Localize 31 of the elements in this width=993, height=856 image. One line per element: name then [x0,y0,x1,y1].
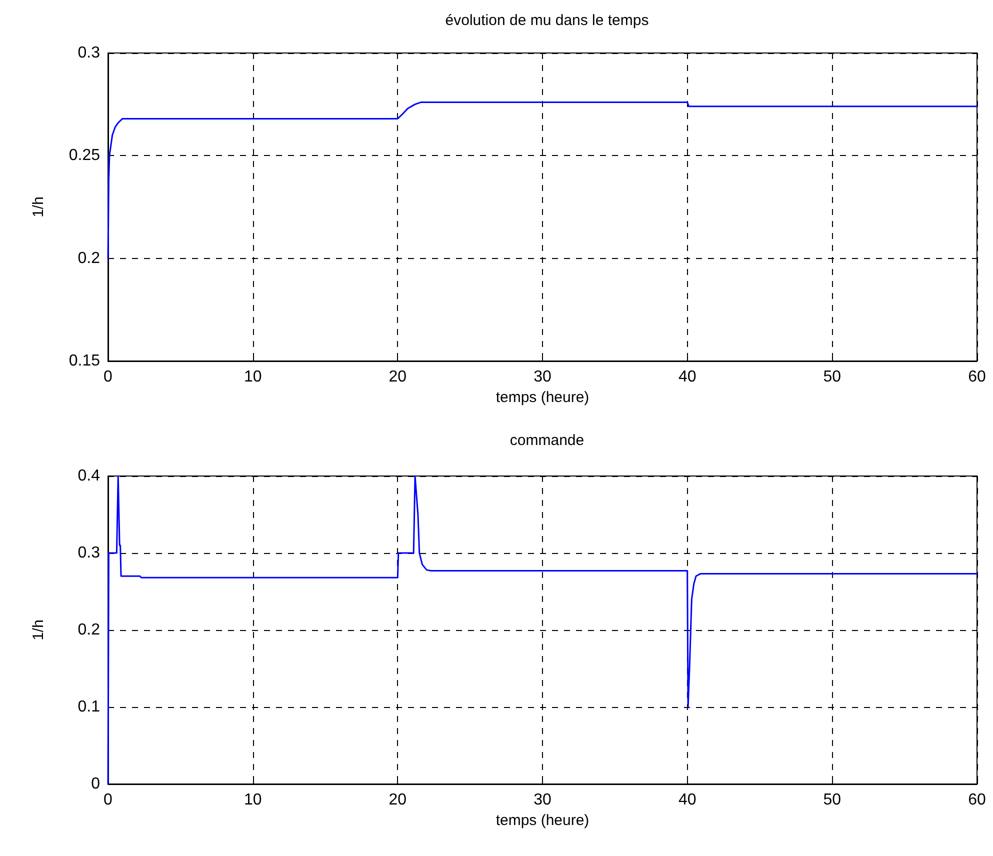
x-tick-label: 50 [823,792,842,808]
x-tick-label: 60 [968,368,986,386]
y-tick-label: 0.3 [78,544,100,562]
y-tick-label: 0.3 [78,44,100,62]
line-series [107,102,978,260]
x-tick-label: 60 [968,792,986,808]
y-tick-label: 0.4 [78,468,100,484]
x-axis-title: temps (heure) [496,812,590,829]
x-tick-label: 40 [678,792,696,808]
y-tick-label: 0.2 [78,622,100,638]
x-tick-label: 20 [388,792,407,808]
x-tick-label: 10 [244,368,262,386]
x-tick-label: 50 [823,368,842,386]
y-tick-label: 0.15 [68,352,100,370]
x-tick-label: 20 [388,368,407,386]
x-tick-label: 30 [534,368,552,386]
y-axis-title: 1/h [30,196,47,218]
line-series [107,475,978,785]
chart-title: évolution de mu dans le temps [445,12,649,29]
y-axis-title: 1/h [30,620,47,640]
x-tick-label: 40 [678,368,696,386]
y-tick-label: 0 [91,776,100,792]
y-tick-label: 0.2 [78,250,100,267]
x-axis-title: temps (heure) [496,388,590,406]
y-tick-label: 0.1 [78,698,100,716]
x-tick-label: 10 [244,792,262,808]
x-tick-label: 0 [104,368,113,386]
y-tick-label: 0.25 [68,147,100,164]
x-tick-label: 0 [104,792,113,808]
chart-title: commande [510,432,584,449]
x-tick-label: 30 [534,792,552,808]
